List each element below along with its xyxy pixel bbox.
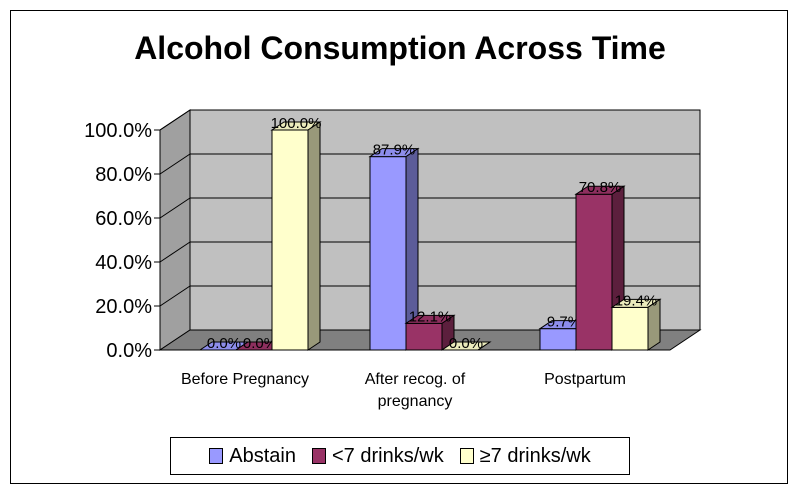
gridline-side	[159, 109, 191, 131]
gridline-side	[159, 285, 191, 307]
bar-front	[369, 156, 407, 351]
legend-item: <7 drinks/wk	[311, 444, 444, 468]
category-label: After recog. of	[365, 371, 466, 388]
data-label: 12.1%	[409, 308, 452, 325]
chart-title: Alcohol Consumption Across Time	[134, 30, 666, 66]
legend-swatch	[311, 448, 326, 464]
bar-front	[575, 193, 613, 351]
bar-side	[477, 341, 491, 351]
gridline-side	[159, 153, 191, 175]
y-tick-label: 100.0%	[84, 120, 152, 142]
bar-front	[271, 129, 309, 351]
data-label: 0.0%	[449, 335, 483, 352]
category-label: pregnancy	[378, 393, 453, 410]
data-label: 0.0%	[243, 335, 277, 352]
category-label: Before Pregnancy	[181, 371, 309, 388]
category-label: Postpartum	[544, 371, 626, 388]
legend-label: Abstain	[229, 444, 296, 467]
data-label: 87.9%	[373, 142, 416, 159]
legend-label: ≥7 drinks/wk	[479, 444, 591, 467]
bar-front	[539, 328, 577, 351]
legend-swatch	[209, 448, 224, 464]
bar-front	[405, 322, 443, 351]
data-label: 9.7%	[547, 314, 581, 331]
y-tick-label: 20.0%	[95, 296, 152, 318]
y-tick-label: 80.0%	[95, 164, 152, 186]
bar-side	[647, 298, 661, 351]
legend-label: <7 drinks/wk	[331, 444, 444, 467]
legend-swatch	[459, 448, 474, 464]
chart-legend: Abstain <7 drinks/wk ≥7 drinks/wk	[170, 437, 630, 475]
legend-item: ≥7 drinks/wk	[459, 444, 591, 468]
bar-side	[307, 121, 321, 351]
legend-item: Abstain	[209, 445, 296, 468]
bar-front	[611, 306, 649, 351]
gridline-side	[159, 241, 191, 263]
data-label: 100.0%	[271, 115, 322, 132]
y-tick-label: 40.0%	[95, 252, 152, 274]
data-label: 0.0%	[207, 335, 241, 352]
data-label: 70.8%	[579, 179, 622, 196]
side-wall	[159, 109, 191, 351]
y-tick-label: 60.0%	[95, 208, 152, 230]
data-label: 19.4%	[615, 292, 658, 309]
y-tick-label: 0.0%	[106, 340, 152, 362]
gridline-side	[159, 197, 191, 219]
